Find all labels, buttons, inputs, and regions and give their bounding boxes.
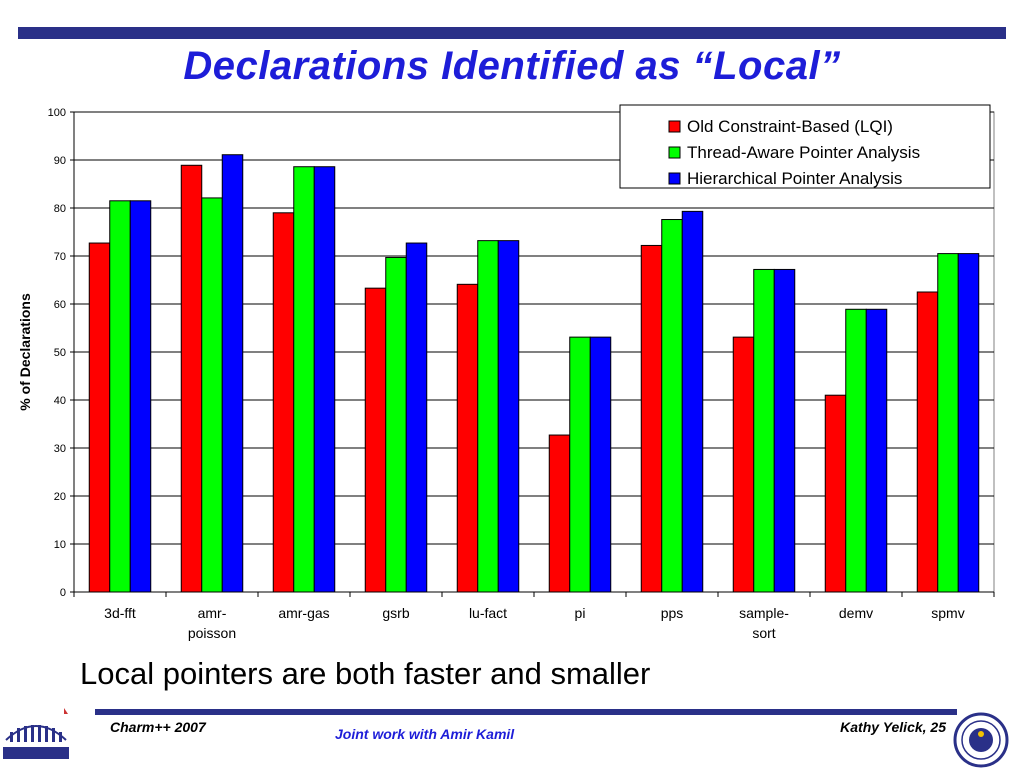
x-tick-label: pps — [661, 605, 684, 621]
bar-2 — [957, 253, 980, 593]
legend-label: Thread-Aware Pointer Analysis — [687, 143, 920, 162]
x-tick-label-line: demv — [839, 605, 873, 621]
bar-0 — [548, 434, 571, 593]
bar-0 — [732, 336, 755, 593]
bar-2 — [405, 242, 428, 593]
berkeley-lab-logo — [3, 708, 69, 759]
bar-1 — [753, 268, 775, 593]
bar-1 — [661, 219, 683, 593]
footer-author-page: Kathy Yelick, 25 — [840, 719, 946, 735]
x-tick-label-line: amr-gas — [278, 605, 329, 621]
uc-seal-logo — [953, 712, 1009, 768]
y-tick-label: 10 — [54, 539, 66, 551]
legend-swatch — [668, 172, 681, 185]
y-tick-label: 70 — [54, 251, 66, 263]
x-tick-label-line: sort — [752, 625, 775, 641]
x-tick-label-line: 3d-fft — [104, 605, 136, 621]
bar-1 — [477, 240, 499, 593]
bar-0 — [272, 212, 295, 593]
bar-1 — [293, 166, 315, 593]
bar-chart: 0 10 20 30 40 50 60 70 80 90 100 3d-fft amr-poisson… — [17, 104, 995, 641]
x-tick-label-line: pps — [661, 605, 684, 621]
x-tick-label: demv — [839, 605, 873, 621]
y-tick-label: 80 — [54, 203, 66, 215]
y-tick-label: 20 — [54, 491, 66, 503]
bar-1 — [109, 200, 131, 593]
legend-label: Hierarchical Pointer Analysis — [687, 169, 902, 188]
x-tick-label-line: spmv — [931, 605, 964, 621]
x-tick-label: gsrb — [382, 605, 409, 621]
x-tick-label: 3d-fft — [104, 605, 136, 621]
x-tick-label-line: poisson — [188, 625, 236, 641]
bar-1 — [937, 253, 959, 593]
x-tick-label-line: lu-fact — [469, 605, 507, 621]
bar-1 — [569, 336, 591, 593]
bar-2 — [589, 336, 612, 593]
y-tick-label: 0 — [60, 587, 66, 599]
footer-credit: Joint work with Amir Kamil — [335, 726, 515, 742]
y-tick-label: 30 — [54, 443, 66, 455]
x-tick-label: pi — [575, 605, 586, 621]
bar-0 — [916, 291, 939, 593]
bar-2 — [681, 210, 704, 593]
x-tick-label-line: sample- — [739, 605, 789, 621]
legend-box — [619, 104, 991, 189]
x-tick-label: amr-gas — [278, 605, 329, 621]
x-tick-label: sample-sort — [739, 605, 789, 641]
bar-0 — [88, 242, 111, 593]
legend-swatch — [668, 120, 681, 133]
title-accent-bar — [18, 27, 1006, 39]
x-tick-label: spmv — [931, 605, 964, 621]
y-tick-label: 60 — [54, 299, 66, 311]
footer-event: Charm++ 2007 — [110, 719, 206, 735]
bar-2 — [221, 154, 244, 593]
bars — [88, 154, 980, 593]
bar-2 — [773, 268, 796, 593]
x-tick-label: amr-poisson — [188, 605, 236, 641]
bar-2 — [129, 200, 152, 593]
bar-2 — [313, 166, 336, 593]
x-tick-label: lu-fact — [469, 605, 507, 621]
bar-1 — [845, 308, 867, 593]
bar-1 — [201, 197, 223, 593]
y-tick-label: 90 — [54, 155, 66, 167]
y-tick-label: 50 — [54, 347, 66, 359]
y-tick-label: 100 — [48, 107, 66, 119]
y-tick-label: 40 — [54, 395, 66, 407]
y-axis: 0 10 20 30 40 50 60 70 80 90 100 — [48, 107, 75, 599]
legend-swatch — [668, 146, 681, 159]
bar-0 — [640, 244, 663, 593]
y-axis-label: % of Declarations — [17, 293, 33, 411]
x-axis: 3d-fft amr-poisson amr-gas gsrb lu-fact pi pps… — [73, 591, 995, 641]
bar-0 — [824, 394, 847, 593]
x-tick-label-line: pi — [575, 605, 586, 621]
bar-0 — [456, 283, 479, 593]
legend: Old Constraint-Based (LQI) Thread-Aware P… — [619, 104, 991, 189]
bar-0 — [364, 287, 387, 593]
footer-accent-bar — [95, 709, 957, 715]
bar-2 — [497, 240, 520, 593]
bar-2 — [865, 308, 888, 593]
x-tick-label-line: gsrb — [382, 605, 409, 621]
bar-1 — [385, 256, 407, 593]
bar-0 — [180, 164, 203, 593]
x-tick-label-line: amr- — [198, 605, 227, 621]
slide-title: Declarations Identified as “Local” — [183, 44, 841, 88]
bullet-text: Local pointers are both faster and small… — [80, 656, 651, 691]
legend-label: Old Constraint-Based (LQI) — [687, 117, 893, 136]
